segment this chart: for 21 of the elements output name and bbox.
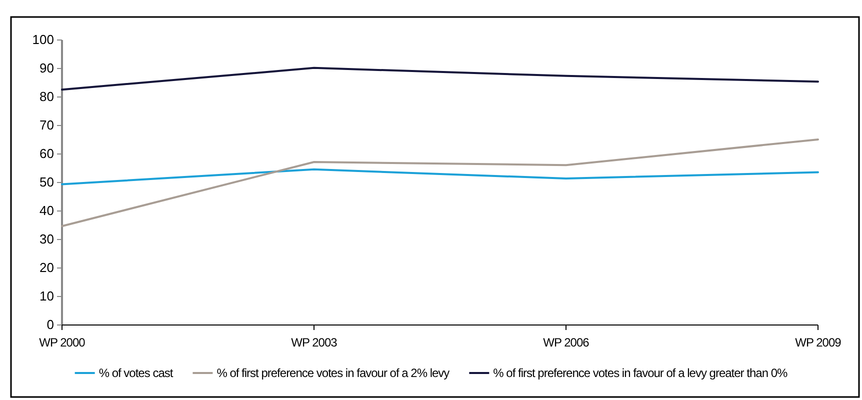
line-series (61, 168, 819, 186)
y-tick-label: 50 (40, 174, 54, 190)
y-tick-label: 30 (40, 232, 54, 247)
y-tick-label: 60 (40, 146, 54, 162)
y-tick-label: 20 (40, 260, 54, 276)
y-tick-label: 70 (40, 118, 54, 133)
legend-label: % of votes cast (98, 366, 174, 380)
x-tick-label: WP 2000 (39, 336, 86, 350)
y-tick-label: 90 (40, 60, 54, 76)
x-tick-label: WP 2006 (543, 336, 590, 350)
y-tick-label: 10 (40, 288, 54, 304)
line-series (61, 138, 819, 228)
line-series (61, 66, 819, 91)
legend-label: % of first preference votes in favour of a levy greater than 0% (493, 366, 788, 380)
x-tick-label: WP 2009 (795, 336, 842, 350)
legend-label: % of first preference votes in favour of a 2% levy (216, 366, 450, 380)
y-tick-label: 40 (40, 203, 54, 218)
y-tick-label: 80 (40, 89, 54, 104)
y-tick-label: 100 (32, 32, 54, 48)
x-tick-label: WP 2003 (291, 336, 338, 350)
y-tick-label: 0 (46, 317, 54, 332)
